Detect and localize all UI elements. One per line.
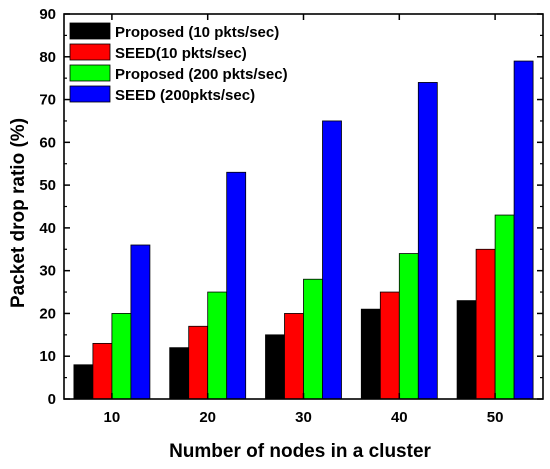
y-tick-label: 70 (39, 92, 56, 109)
legend-label: Proposed (200 pkts/sec) (115, 66, 288, 83)
y-tick-label: 10 (39, 348, 56, 365)
bar-4-20 (226, 171, 247, 400)
y-tick-label: 0 (48, 391, 56, 408)
bar-2-30 (284, 313, 304, 400)
legend: Proposed (10 pkts/sec) SEED(10 pkts/sec) P… (69, 22, 288, 104)
bar-2-20 (188, 325, 209, 400)
bar-3-40 (398, 253, 419, 400)
legend-swatch (69, 64, 111, 82)
legend-swatch (69, 43, 111, 61)
legend-swatch (69, 85, 111, 103)
bar-4-50 (513, 60, 534, 400)
y-tick-label: 30 (39, 263, 56, 280)
y-tick-label: 40 (39, 220, 56, 237)
x-tick-label: 30 (295, 409, 312, 426)
plot-area: 0 10 20 30 40 50 60 70 80 90 10 20 30 40 50 (39, 6, 544, 426)
bar-2-40 (379, 291, 400, 400)
x-tick-label: 50 (487, 409, 504, 426)
y-tick-label: 60 (39, 134, 56, 151)
y-tick-label: 20 (39, 305, 56, 322)
y-tick-label: 80 (39, 49, 56, 66)
bar-3-50 (494, 214, 515, 400)
bar-4-40 (417, 82, 438, 400)
bar-1-40 (360, 308, 381, 400)
bar-2-10 (92, 342, 113, 400)
bar-4-30 (322, 120, 342, 400)
bar-4-10 (130, 244, 151, 400)
legend-label: Proposed (10 pkts/sec) (115, 24, 279, 41)
y-tick-label: 90 (39, 6, 56, 23)
y-tick-label: 50 (39, 177, 56, 194)
legend-swatch (69, 22, 111, 40)
x-tick-label: 20 (199, 409, 216, 426)
bar-3-10 (111, 313, 132, 400)
bar-3-20 (207, 291, 228, 400)
x-axis-label: Number of nodes in a cluster (169, 441, 431, 462)
legend-label: SEED(10 pkts/sec) (115, 45, 247, 62)
bar-3-30 (303, 278, 323, 400)
legend-label: SEED (200pkts/sec) (115, 87, 255, 104)
bar-1-50 (456, 300, 477, 400)
bar-1-10 (73, 364, 94, 400)
bar-1-30 (265, 334, 285, 400)
y-axis-label: Packet drop ratio (%) (8, 118, 29, 308)
bar-1-20 (169, 347, 190, 400)
x-tick-label: 40 (391, 409, 408, 426)
x-tick-label: 10 (104, 409, 121, 426)
bar-2-50 (475, 248, 496, 400)
